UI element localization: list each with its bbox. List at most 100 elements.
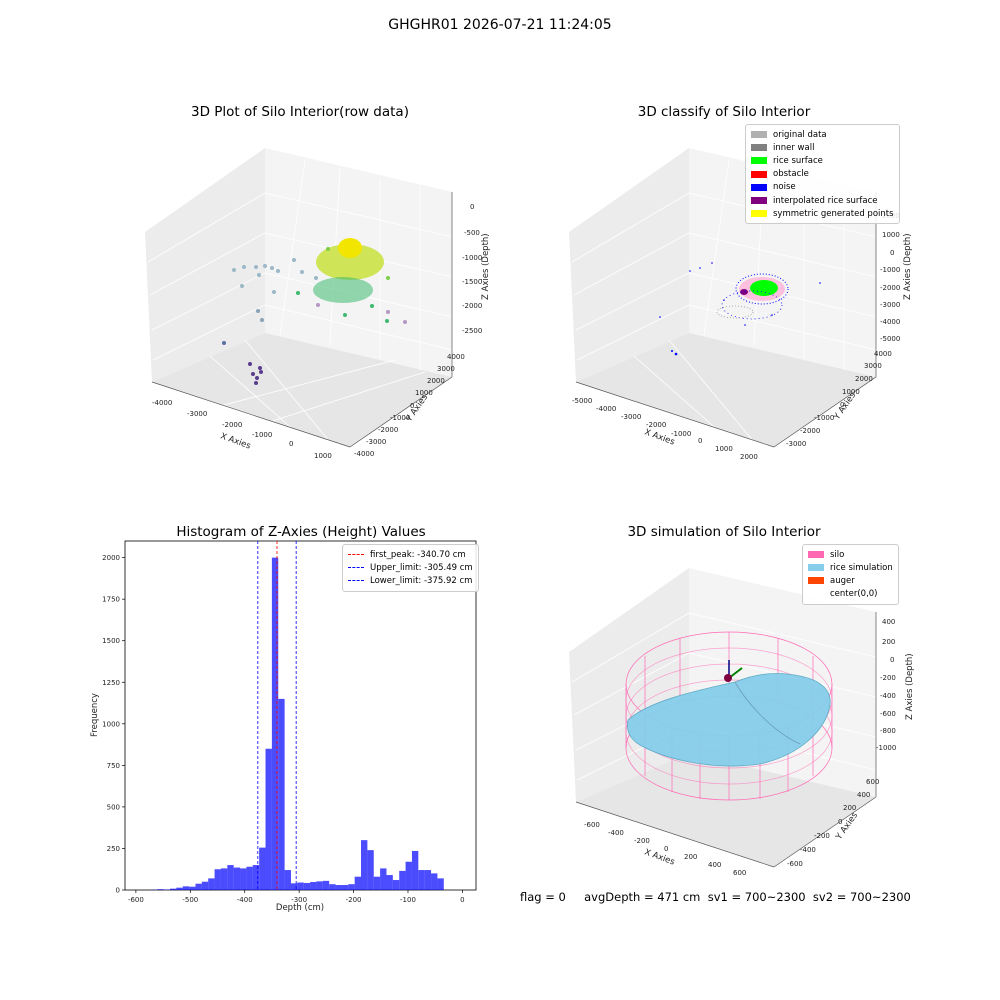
raw-ztick: -2500 (462, 327, 482, 335)
histogram-bar (214, 869, 221, 890)
legend-swatch (751, 144, 767, 152)
simulation-ytick: -400 (800, 846, 816, 854)
classify-point (819, 282, 821, 284)
simulation-ztick: -200 (880, 674, 896, 682)
simulation-ytick: 200 (843, 804, 856, 812)
legend-entry: rice simulation (808, 561, 893, 574)
raw-point (260, 318, 264, 322)
simulation-ztick: -1000 (876, 744, 896, 752)
histogram-bar (227, 865, 234, 890)
simulation-ztick: -400 (880, 692, 896, 700)
raw-ytick: 3000 (437, 365, 455, 373)
histogram-bar (380, 868, 387, 890)
raw-point (259, 370, 263, 374)
histogram-bar (252, 865, 260, 890)
histogram-bar (437, 878, 444, 890)
raw-ytick: 1000 (415, 389, 433, 397)
histogram-panel-title: Histogram of Z-Axies (Height) Values (176, 524, 426, 540)
legend-label: rice simulation (830, 562, 893, 573)
simulation-legend: silo rice simulation auger center(0,0) (802, 544, 899, 605)
simulation-ytick: 600 (866, 778, 879, 786)
classify-panel-title: 3D classify of Silo Interior (637, 104, 811, 120)
histogram-bar (386, 875, 393, 890)
raw-ztick: 0 (470, 203, 474, 211)
simulation-ytick: 0 (838, 818, 842, 826)
legend-line (348, 580, 364, 582)
legend-entry: rice surface (751, 154, 894, 167)
simulation-xtick: -600 (584, 821, 600, 829)
legend-swatch (751, 170, 767, 178)
legend-label: obstacle (773, 169, 809, 180)
histogram-ytick-label: 1250 (102, 679, 120, 687)
histogram-bar (290, 883, 298, 890)
raw-point (314, 276, 318, 280)
raw-ytick: 0 (410, 402, 414, 410)
histogram-xlabel: Depth (cm) (276, 903, 324, 913)
raw-axis-edges (151, 192, 453, 448)
simulation-xtick: 200 (684, 853, 697, 861)
legend-entry: auger (808, 574, 893, 587)
simulation-xlabel: X Axies (643, 847, 676, 867)
histogram-bar (176, 887, 183, 890)
raw-xtick: 0 (289, 440, 293, 448)
histogram-bar (157, 889, 164, 890)
classify-ytick: 4000 (874, 350, 892, 358)
legend-label: symmetric generated points (773, 208, 894, 219)
legend-swatch (808, 591, 824, 598)
raw-point (240, 284, 244, 288)
histogram-bar (233, 867, 241, 890)
raw-ztick: -2000 (462, 302, 482, 310)
histogram-x-ticks: -600 -500 -400 -300 -200 -100 0 (128, 890, 465, 904)
simulation-zlabel: Z Axies (Depth) (905, 653, 915, 720)
classify-ytick: -3000 (786, 440, 806, 448)
histogram-bar (278, 698, 285, 890)
raw-point (385, 319, 389, 323)
classify-noise-cloud (721, 290, 783, 320)
legend-swatch (751, 183, 767, 191)
simulation-ztick: 0 (890, 656, 894, 664)
histogram-bar (182, 886, 190, 890)
simulation-ztick: 200 (882, 638, 895, 646)
rice-simulation-surface (626, 673, 831, 767)
classify-ztick: 1000 (882, 231, 900, 239)
histogram-bar (240, 868, 247, 890)
histogram-bar (348, 884, 355, 890)
legend-swatch (751, 210, 767, 218)
classify-ytick: 2000 (855, 375, 873, 383)
histogram-plot: -600 -500 -400 -300 -200 -100 0 0 250 500 750 1000… (90, 540, 477, 913)
classify-zlabel: Z Axies (Depth) (903, 233, 913, 300)
raw-point (403, 320, 407, 324)
raw-point (326, 247, 330, 251)
classify-original-cloud (716, 305, 754, 319)
histogram-bar (246, 866, 253, 890)
simulation-ytick: -200 (814, 832, 830, 840)
raw-point (272, 290, 276, 294)
classify-xtick: 2000 (740, 453, 758, 461)
legend-line (348, 567, 364, 569)
classify-ztick: 0 (890, 249, 894, 257)
classify-xtick: -1000 (671, 430, 691, 438)
histogram-limit-lines (257, 541, 297, 890)
simulation-xtick: 400 (708, 861, 721, 869)
legend-entry: Upper_limit: -305.49 cm (348, 561, 473, 574)
legend-label: Lower_limit: -375.92 cm (370, 575, 473, 586)
raw-point (370, 304, 374, 308)
histogram-ytick-label: 500 (107, 803, 120, 811)
legend-label: Upper_limit: -305.49 cm (370, 562, 473, 573)
classify-point (659, 316, 661, 318)
raw-ytick: -2000 (378, 426, 398, 434)
raw-point (263, 264, 267, 268)
simulation-axis-edges (575, 612, 877, 868)
legend-entry: inner wall (751, 141, 894, 154)
raw-scatter-points (222, 238, 407, 385)
raw-ytick: -3000 (366, 438, 386, 446)
raw-point (254, 381, 258, 385)
raw-point (316, 303, 320, 307)
histogram-bar (303, 883, 311, 890)
classify-ztick: -4000 (880, 318, 900, 326)
legend-entry: noise (751, 181, 894, 194)
raw-ytick: -1000 (390, 414, 410, 422)
histogram-bar (411, 850, 419, 890)
legend-swatch (751, 157, 767, 165)
simulation-panel-title: 3D simulation of Silo Interior (627, 524, 821, 540)
